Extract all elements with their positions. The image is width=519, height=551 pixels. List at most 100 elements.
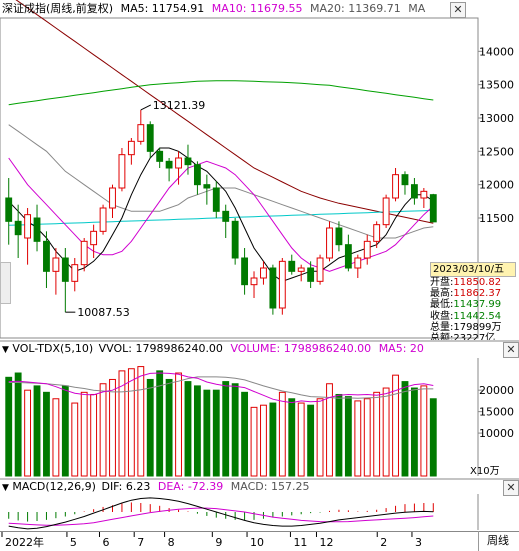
volume-bar — [382, 387, 390, 477]
info-row: 收盘:11442.54 — [430, 311, 516, 322]
volume-title: VOL-TDX(5,10) — [12, 342, 94, 355]
period-tab-weekly[interactable]: 周线 — [478, 531, 517, 551]
axis-tick-label: 6 — [102, 536, 109, 549]
macd-bg — [0, 478, 519, 532]
candle-body — [118, 154, 126, 189]
volume-bar — [52, 398, 60, 477]
volume-bar — [392, 374, 399, 477]
volume-bar — [260, 404, 267, 477]
volume-bar — [80, 391, 88, 477]
volume-bar — [165, 378, 173, 477]
volume-close-icon[interactable]: ✕ — [503, 342, 519, 358]
volume-unit: X10万 — [470, 466, 500, 477]
volume-bar — [316, 398, 324, 477]
volume-bar — [429, 398, 437, 477]
volume-ma10-line — [8, 376, 434, 399]
ma20-label: MA20: 11369.71 — [310, 2, 401, 15]
axis-tick-label: 5 — [70, 536, 77, 549]
ma20-line — [8, 124, 434, 239]
candle-body — [260, 267, 267, 279]
volume-collapse-icon[interactable]: ▼ — [2, 345, 9, 355]
volume-bar — [363, 398, 371, 477]
axis-tick-label: 10 — [250, 536, 264, 549]
info-key: 最低: — [430, 299, 454, 311]
info-key: 总量: — [430, 321, 454, 333]
chart-title: 深证成指(周线,前复权) — [2, 2, 114, 15]
volume-bar — [241, 391, 249, 477]
volume-bar — [127, 368, 135, 477]
candle-body — [212, 187, 220, 212]
volume-ytick-label: 20000 — [479, 384, 514, 397]
candle-body — [33, 217, 41, 242]
price-close-icon[interactable]: ✕ — [450, 2, 466, 18]
price-panel[interactable]: 11500 12000 12500 13000 13500 14000 13121.39 10… — [0, 0, 519, 340]
candle-body — [288, 260, 296, 272]
side-collapse-handle[interactable] — [0, 262, 11, 304]
vol-ma5-label: MA5: 20 — [378, 342, 424, 355]
candle-body — [52, 257, 60, 272]
candle-body — [71, 264, 79, 282]
ma120-line — [8, 80, 434, 106]
axis-tick-label: 8 — [168, 536, 175, 549]
macd-collapse-icon[interactable]: ▼ — [2, 483, 9, 493]
price-ytick-label: 14000 — [479, 45, 514, 58]
volume-bar — [278, 391, 286, 477]
volume-bar — [288, 398, 296, 477]
candle-body — [241, 257, 249, 286]
macd-close-icon[interactable]: ✕ — [503, 480, 519, 496]
info-value: 11442.54 — [453, 310, 502, 322]
info-key: 开盘: — [430, 277, 454, 288]
axis-tick-label: 12 — [319, 536, 333, 549]
low-price-label: 10087.53 — [77, 306, 129, 319]
ma60-line — [15, 0, 434, 224]
extreme-marker — [140, 104, 152, 111]
candle-body — [137, 124, 145, 142]
candle-body — [429, 194, 437, 223]
price-ytick-label: 12000 — [479, 179, 514, 192]
volume-ma5-line — [8, 372, 434, 404]
volume-bar — [269, 402, 277, 477]
ma5-label: MA5: 11754.91 — [120, 2, 205, 15]
candle-body — [109, 187, 116, 209]
volume-bar — [156, 370, 164, 477]
candle-body — [297, 267, 305, 272]
info-row: 总额:23227亿 — [430, 333, 516, 344]
candle-body — [24, 214, 32, 239]
info-row: 最高:11862.37 — [430, 288, 516, 299]
info-value: 11850.82 — [453, 277, 502, 288]
dif-label: DIF: 6.23 — [101, 480, 151, 493]
info-value: 23227亿 — [453, 333, 496, 345]
volume-bar — [420, 385, 428, 477]
candle-body — [382, 197, 390, 226]
axis-bg — [0, 531, 519, 551]
dea-line — [8, 507, 434, 526]
volume-bar — [61, 385, 69, 477]
volume-bar — [222, 381, 230, 477]
ma250-line — [8, 209, 434, 226]
axis-tick-label: 9 — [215, 536, 222, 549]
volume-bar — [99, 383, 107, 477]
volume-ytick-label: 10000 — [479, 427, 514, 440]
volume-bar — [24, 389, 32, 477]
macd-panel[interactable] — [0, 478, 519, 532]
price-ytick-label: 11500 — [479, 212, 514, 225]
volume-bar — [90, 393, 98, 477]
volume-bar — [146, 378, 154, 477]
info-date: 2023/03/10/五 — [430, 262, 516, 277]
price-ytick-label: 12500 — [479, 145, 514, 158]
candle-body — [335, 227, 343, 246]
info-key: 总额: — [430, 333, 454, 345]
info-key: 收盘: — [430, 310, 454, 322]
info-value: 11437.99 — [453, 299, 502, 311]
volume-bar — [250, 406, 258, 477]
axis-tick-label: 3 — [415, 536, 422, 549]
volume-bar — [335, 393, 343, 477]
candle-body — [410, 184, 418, 199]
volume-panel[interactable]: 10000 15000 20000 — [0, 340, 519, 478]
axis-tick-label: 7 — [137, 536, 144, 549]
candle-body — [184, 157, 192, 166]
candle-body — [156, 150, 164, 162]
price-ytick-label: 13500 — [479, 79, 514, 92]
volume-bar — [344, 396, 352, 477]
info-value: 11862.37 — [453, 288, 502, 300]
